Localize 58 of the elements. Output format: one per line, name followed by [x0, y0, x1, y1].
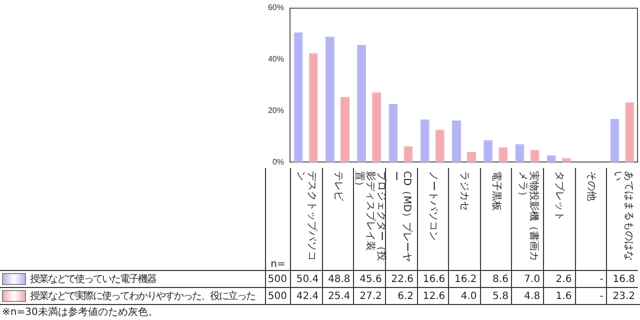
data-label: 2.6 — [556, 274, 572, 284]
y-tick-label: 40% — [268, 54, 284, 64]
bar — [357, 44, 366, 162]
x-tick-label: デスクトップパソコン — [295, 171, 318, 263]
x-tick-label: 電子黒板 — [490, 171, 502, 213]
x-tick-label: ノートパソコン — [427, 171, 438, 243]
bar — [372, 92, 382, 162]
data-label: 50.4 — [296, 274, 319, 284]
y-tick-label: 0% — [272, 157, 284, 166]
text: ※n=30未満は参考値のため灰色。 — [2, 306, 158, 319]
data-label: 16.2 — [454, 274, 477, 284]
bar — [452, 120, 461, 162]
legend-label: 授業などで実際に使ってわかりやすかった、役に立った — [30, 290, 255, 303]
data-label: 5.8 — [492, 290, 508, 302]
x-tick-label: テレビ — [332, 171, 344, 203]
text: - — [600, 290, 604, 302]
bar — [340, 96, 350, 162]
bar — [388, 104, 398, 162]
x-tick-label: 実物投影機（書画カメラ） — [516, 171, 539, 263]
legend-label: 授業などで使っていた電子機器 — [30, 272, 156, 286]
x-tick-label: タブレット — [554, 171, 565, 223]
bar — [484, 140, 493, 162]
data-label: 42.4 — [296, 290, 319, 302]
data-label: 7.0 — [524, 274, 540, 284]
bar — [562, 158, 571, 162]
data-label: 12.6 — [422, 290, 446, 302]
data-label: 45.6 — [360, 274, 382, 284]
bar — [294, 32, 303, 162]
data-label: 16.6 — [422, 274, 446, 284]
bar — [625, 102, 634, 162]
bar — [308, 53, 318, 162]
text: - — [600, 274, 604, 284]
bar — [515, 144, 524, 162]
x-tick-label: ラジカセ — [458, 171, 470, 213]
bar — [404, 146, 413, 162]
data-label: 4.8 — [524, 290, 540, 302]
text: n= — [270, 259, 286, 270]
bar — [420, 119, 430, 162]
data-label: 48.8 — [328, 274, 350, 284]
x-tick-label: あてはまるものはない — [612, 171, 634, 263]
text: 500 — [268, 290, 287, 302]
data-label: 25.4 — [328, 290, 350, 302]
text: 500 — [268, 274, 287, 284]
bar — [435, 130, 444, 162]
data-label: 16.8 — [612, 274, 635, 284]
x-tick-label: その他 — [586, 171, 597, 203]
data-label: 1.6 — [556, 290, 572, 302]
bar — [325, 36, 334, 162]
x-tick-label: CD（MD）プレーヤー — [390, 171, 412, 264]
y-tick-label: 60% — [268, 3, 284, 12]
data-label: 4.0 — [460, 290, 477, 302]
bar — [610, 118, 620, 162]
data-label: 27.2 — [360, 290, 382, 302]
data-label: 6.2 — [398, 290, 414, 302]
data-label: 22.6 — [391, 274, 414, 284]
data-label: 23.2 — [612, 290, 635, 302]
y-tick-label: 20% — [268, 106, 284, 115]
data-label: 8.6 — [492, 274, 508, 284]
